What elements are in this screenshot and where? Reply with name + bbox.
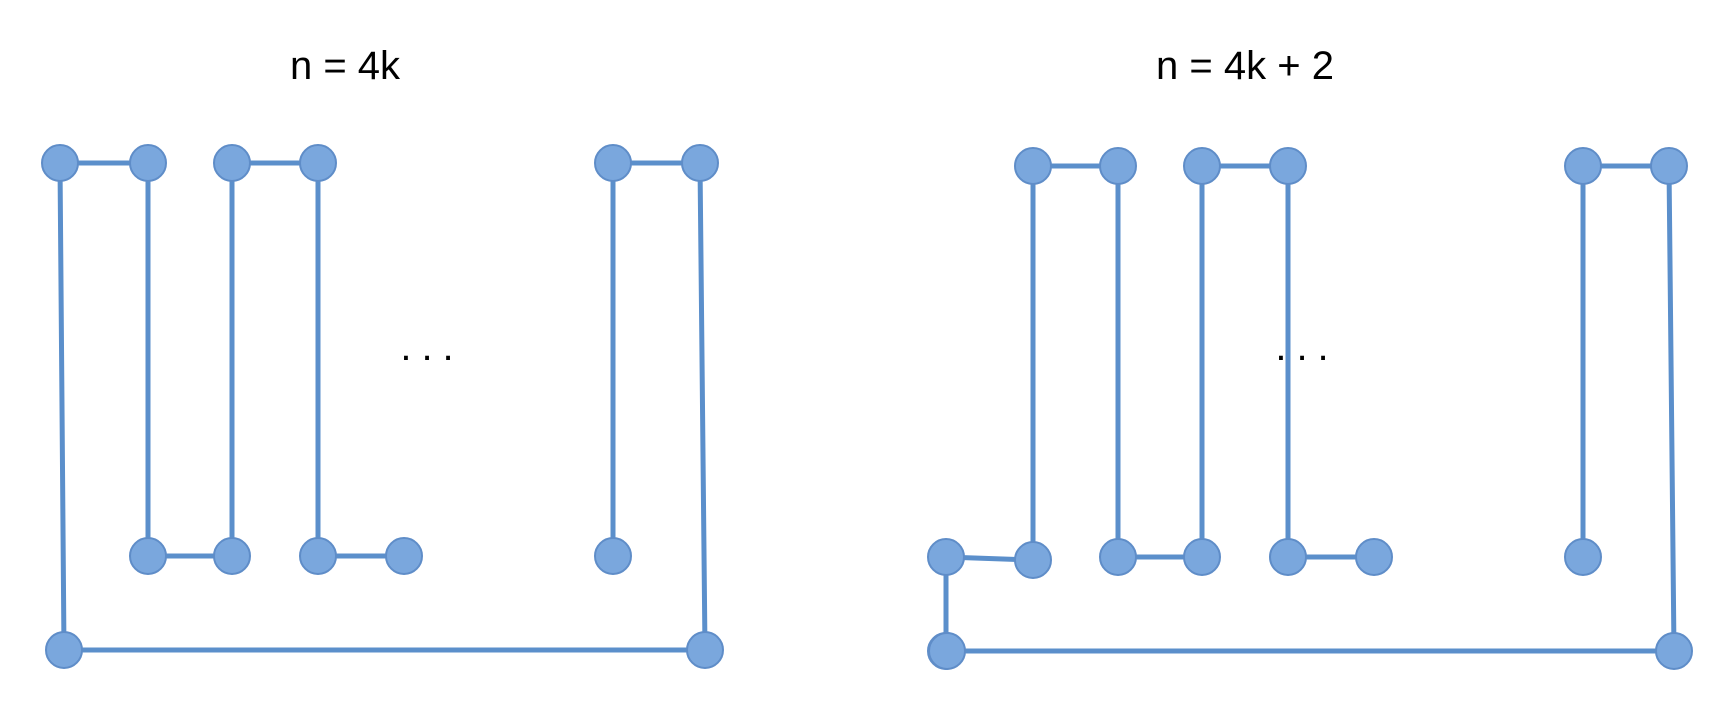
- edge: [1666, 163, 1677, 654]
- node: [1269, 538, 1307, 576]
- node: [1564, 147, 1602, 185]
- node: [299, 144, 337, 182]
- nodes-layer: [41, 144, 1693, 670]
- node: [129, 144, 167, 182]
- node: [299, 537, 337, 575]
- node: [594, 537, 632, 575]
- node: [1183, 538, 1221, 576]
- node: [1655, 632, 1693, 670]
- panel-title-4k: n = 4k: [289, 44, 401, 88]
- node: [129, 537, 167, 575]
- node: [1183, 147, 1221, 185]
- node: [681, 144, 719, 182]
- node: [213, 537, 251, 575]
- node: [927, 538, 965, 576]
- node: [928, 632, 966, 670]
- node: [1269, 147, 1307, 185]
- node: [1564, 538, 1602, 576]
- edge: [697, 160, 708, 653]
- node: [1014, 541, 1052, 579]
- node: [45, 631, 83, 669]
- node: [1014, 147, 1052, 185]
- node: [686, 631, 724, 669]
- node: [1650, 147, 1688, 185]
- edge: [57, 160, 67, 653]
- node: [594, 144, 632, 182]
- node: [213, 144, 251, 182]
- node: [1099, 538, 1137, 576]
- node: [41, 144, 79, 182]
- node: [1099, 147, 1137, 185]
- ellipsis-4k-plus-2: ...: [1275, 325, 1339, 369]
- node: [1355, 538, 1393, 576]
- node: [385, 537, 423, 575]
- panel-title-4k-plus-2: n = 4k + 2: [1156, 44, 1334, 88]
- ellipsis-4k: ...: [400, 325, 464, 369]
- edges-layer: [57, 160, 1677, 654]
